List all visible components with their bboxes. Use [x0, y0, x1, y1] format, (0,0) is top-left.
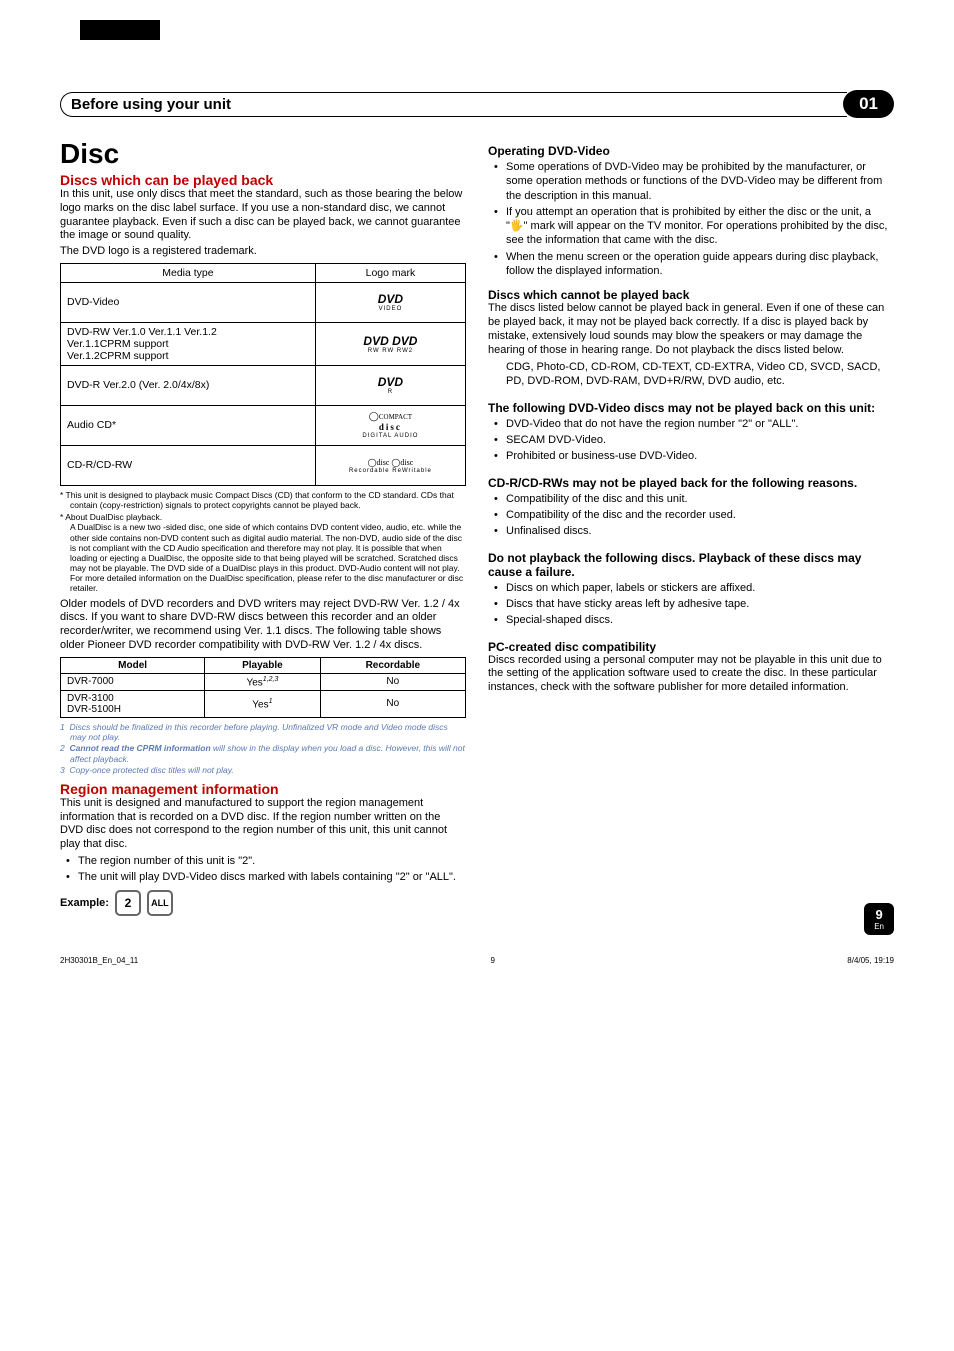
table-row: DVR-7000 Yes1,2,3 No	[61, 673, 466, 690]
fail-heading: Do not playback the following discs. Pla…	[488, 551, 894, 579]
media-type-cell: Audio CD*	[61, 405, 316, 445]
footer-left: 2H30301B_En_04_11	[60, 956, 138, 965]
region-heading: Region management information	[60, 781, 466, 797]
model-table: Model Playable Recordable DVR-7000 Yes1,…	[60, 657, 466, 718]
page-num: 9	[875, 907, 882, 922]
pc-heading: PC-created disc compatibility	[488, 640, 894, 654]
dvd-rw-logo: DVD DVD	[363, 334, 417, 348]
list-item: Discs on which paper, labels or stickers…	[498, 581, 894, 595]
table-row: DVD-RW Ver.1.0 Ver.1.1 Ver.1.2 Ver.1.1CP…	[61, 322, 466, 365]
region-para: This unit is designed and manufactured t…	[60, 797, 466, 852]
playable-cell: Yes1	[205, 690, 320, 717]
media-type-cell: DVD-Video	[61, 282, 316, 322]
italic-note-3: 3 Copy-once protected disc titles will n…	[60, 765, 466, 775]
logo-sub: R	[322, 389, 459, 395]
example-label: Example:	[60, 897, 109, 909]
cannot-play-para: The discs listed below cannot be played …	[488, 302, 894, 357]
media-table: Media type Logo mark DVD-Video DVD VIDEO…	[60, 263, 466, 486]
logo-sub: DIGITAL AUDIO	[322, 433, 459, 439]
recordable-header: Recordable	[320, 657, 465, 673]
disc-heading: Disc	[60, 138, 466, 170]
model-header: Model	[61, 657, 205, 673]
page-number-badge: 9 En	[864, 903, 894, 935]
chapter-number: 01	[843, 90, 894, 118]
logo-sub: VIDEO	[322, 306, 459, 312]
table-row: DVD-Video DVD VIDEO	[61, 282, 466, 322]
footnote-2: * About DualDisc playback. A DualDisc is…	[60, 512, 466, 594]
table-row: Audio CD* ◯COMPACTdisc DIGITAL AUDIO	[61, 405, 466, 445]
not-play-bullets: DVD-Video that do not have the region nu…	[488, 417, 894, 464]
list-item: The unit will play DVD-Video discs marke…	[70, 870, 466, 884]
footnote-1: * This unit is designed to playback musi…	[60, 490, 466, 510]
list-item: If you attempt an operation that is proh…	[498, 205, 894, 248]
region-2-icon: 2	[115, 890, 141, 916]
playable-header: Playable	[205, 657, 320, 673]
playback-heading: Discs which can be played back	[60, 172, 466, 188]
registration-marks	[0, 20, 954, 50]
logo-cell: DVD DVD RW RW RW2	[315, 322, 465, 365]
fail-bullets: Discs on which paper, labels or stickers…	[488, 581, 894, 628]
compact-disc-logo: ◯COMPACTdisc	[369, 411, 412, 432]
left-column: Disc Discs which can be played back In t…	[60, 138, 466, 916]
list-item: Unfinalised discs.	[498, 524, 894, 538]
italic-note-2: 2 Cannot read the CPRM information will …	[60, 743, 466, 763]
cannot-play-heading: Discs which cannot be played back	[488, 288, 894, 302]
list-item: Compatibility of the disc and the record…	[498, 508, 894, 522]
logo-sub: Recordable ReWritable	[322, 468, 459, 474]
cannot-play-list: CDG, Photo-CD, CD-ROM, CD-TEXT, CD-EXTRA…	[488, 361, 894, 389]
logo-sub: RW RW RW2	[322, 348, 459, 354]
chapter-title: Before using your unit	[60, 92, 847, 117]
list-item: Some operations of DVD-Video may be proh…	[498, 160, 894, 203]
region-bullets: The region number of this unit is "2". T…	[60, 854, 466, 885]
chapter-header: Before using your unit 01	[60, 90, 894, 118]
list-item: Compatibility of the disc and this unit.	[498, 492, 894, 506]
intro-para-1: In this unit, use only discs that meet t…	[60, 188, 466, 243]
recordable-cell: No	[320, 690, 465, 717]
footer-right: 8/4/05, 19:19	[847, 956, 894, 965]
example-row: Example: 2 ALL	[60, 890, 466, 916]
cd-r-logo: ◯disc ◯disc	[368, 458, 414, 467]
cdr-heading: CD-R/CD-RWs may not be played back for t…	[488, 476, 894, 490]
operating-heading: Operating DVD-Video	[488, 144, 894, 158]
media-type-cell: CD-R/CD-RW	[61, 445, 316, 485]
dvd-video-logo: DVD	[378, 292, 403, 306]
intro-para-2: The DVD logo is a registered trademark.	[60, 245, 466, 259]
table-row: DVD-R Ver.2.0 (Ver. 2.0/4x/8x) DVD R	[61, 365, 466, 405]
media-type-cell: DVD-RW Ver.1.0 Ver.1.1 Ver.1.2 Ver.1.1CP…	[61, 322, 316, 365]
italic-note-1: 1 Discs should be finalized in this reco…	[60, 722, 466, 742]
not-play-heading: The following DVD-Video discs may not be…	[488, 401, 894, 415]
list-item: Discs that have sticky areas left by adh…	[498, 597, 894, 611]
region-all-icon: ALL	[147, 890, 173, 916]
logo-cell: ◯COMPACTdisc DIGITAL AUDIO	[315, 405, 465, 445]
media-header-type: Media type	[61, 263, 316, 282]
dvd-r-logo: DVD	[378, 375, 403, 389]
list-item: DVD-Video that do not have the region nu…	[498, 417, 894, 431]
list-item: Prohibited or business-use DVD-Video.	[498, 449, 894, 463]
recordable-cell: No	[320, 673, 465, 690]
logo-cell: DVD R	[315, 365, 465, 405]
media-header-logo: Logo mark	[315, 263, 465, 282]
list-item: Special-shaped discs.	[498, 613, 894, 627]
media-type-cell: DVD-R Ver.2.0 (Ver. 2.0/4x/8x)	[61, 365, 316, 405]
older-models-para: Older models of DVD recorders and DVD wr…	[60, 598, 466, 653]
logo-cell: DVD VIDEO	[315, 282, 465, 322]
list-item: SECAM DVD-Video.	[498, 433, 894, 447]
table-row: DVR-3100 DVR-5100H Yes1 No	[61, 690, 466, 717]
logo-cell: ◯disc ◯disc Recordable ReWritable	[315, 445, 465, 485]
pc-para: Discs recorded using a personal computer…	[488, 654, 894, 695]
list-item: When the menu screen or the operation gu…	[498, 250, 894, 279]
operating-bullets: Some operations of DVD-Video may be proh…	[488, 160, 894, 278]
model-cell: DVR-3100 DVR-5100H	[61, 690, 205, 717]
page-lang: En	[874, 922, 884, 931]
list-item: The region number of this unit is "2".	[70, 854, 466, 868]
playable-cell: Yes1,2,3	[205, 673, 320, 690]
footer-center: 9	[490, 956, 494, 965]
footer: 2H30301B_En_04_11 9 8/4/05, 19:19	[60, 956, 894, 965]
cdr-bullets: Compatibility of the disc and this unit.…	[488, 492, 894, 539]
content-columns: Disc Discs which can be played back In t…	[60, 138, 894, 916]
table-row: CD-R/CD-RW ◯disc ◯disc Recordable ReWrit…	[61, 445, 466, 485]
right-column: Operating DVD-Video Some operations of D…	[488, 138, 894, 916]
model-cell: DVR-7000	[61, 673, 205, 690]
